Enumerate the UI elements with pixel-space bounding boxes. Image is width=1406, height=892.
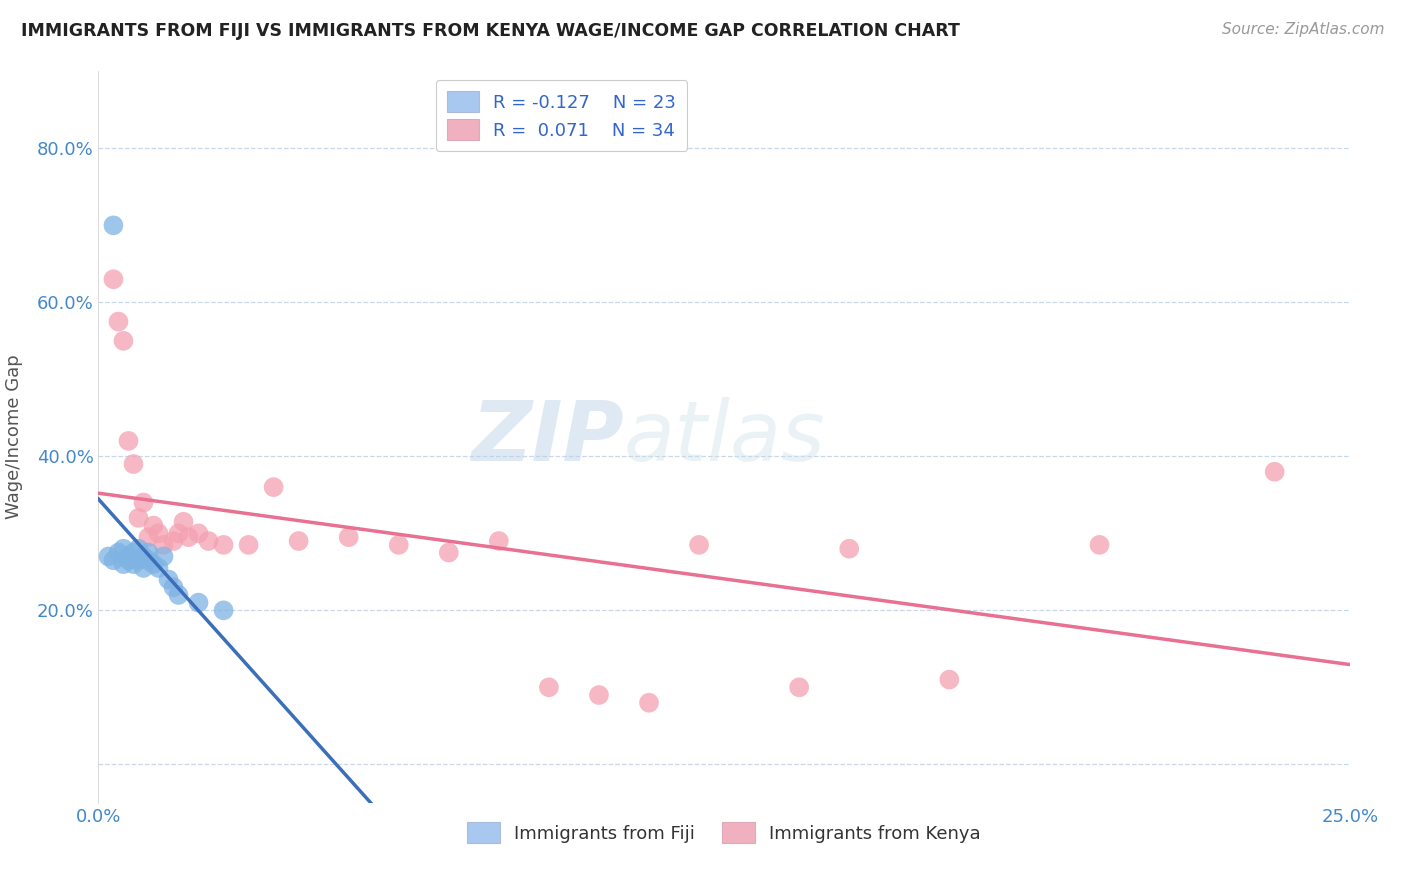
Point [142,557,165,571]
Point [838,541,860,556]
Point [187,596,209,610]
Point [162,534,184,549]
Point [173,515,195,529]
Point [132,549,155,564]
Point [938,673,960,687]
Point [103,219,125,233]
Point [122,557,145,571]
Point [107,545,129,559]
Point [127,541,149,556]
Point [117,434,139,448]
Y-axis label: Wage/Income Gap: Wage/Income Gap [4,355,22,519]
Point [263,480,285,494]
Point [97,549,120,564]
Point [588,688,610,702]
Point [787,681,810,695]
Point [112,557,135,571]
Point [1088,538,1111,552]
Point [688,538,710,552]
Point [162,580,184,594]
Point [152,549,174,564]
Point [127,553,149,567]
Point [212,538,235,552]
Point [238,538,260,552]
Point [167,526,190,541]
Point [138,553,160,567]
Point [148,526,170,541]
Point [167,588,190,602]
Text: IMMIGRANTS FROM FIJI VS IMMIGRANTS FROM KENYA WAGE/INCOME GAP CORRELATION CHART: IMMIGRANTS FROM FIJI VS IMMIGRANTS FROM … [21,22,960,40]
Point [103,553,125,567]
Legend: Immigrants from Fiji, Immigrants from Kenya: Immigrants from Fiji, Immigrants from Ke… [458,814,990,852]
Point [117,553,139,567]
Point [122,457,145,471]
Point [112,334,135,348]
Point [132,561,155,575]
Point [107,315,129,329]
Text: ZIP: ZIP [471,397,624,477]
Point [142,518,165,533]
Point [337,530,360,544]
Point [157,573,180,587]
Point [138,545,160,559]
Point [132,495,155,509]
Point [197,534,219,549]
Point [122,545,145,559]
Point [152,538,174,552]
Point [112,541,135,556]
Point [537,681,560,695]
Text: Source: ZipAtlas.com: Source: ZipAtlas.com [1222,22,1385,37]
Point [212,603,235,617]
Point [437,545,460,559]
Point [138,530,160,544]
Text: atlas: atlas [624,397,825,477]
Point [177,530,200,544]
Point [1264,465,1286,479]
Point [488,534,510,549]
Point [103,272,125,286]
Point [127,511,149,525]
Point [187,526,209,541]
Point [287,534,309,549]
Point [148,561,170,575]
Point [638,696,661,710]
Point [388,538,411,552]
Point [117,549,139,564]
